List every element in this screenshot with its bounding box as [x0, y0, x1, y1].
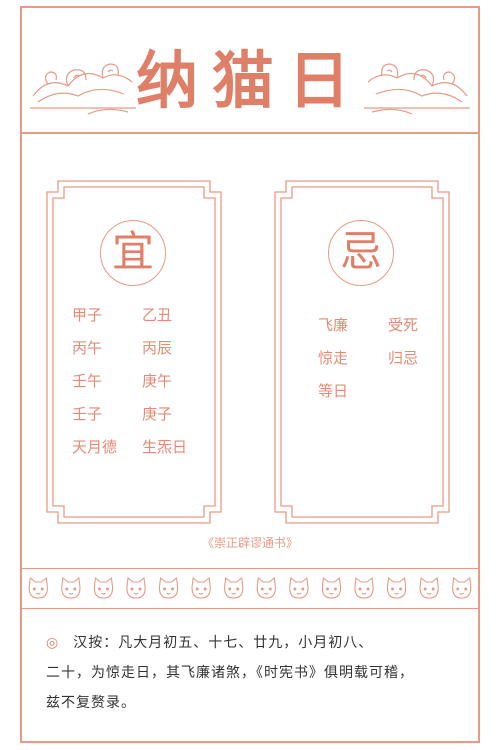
cat-face-icon — [28, 576, 48, 599]
ji-item: 等日 — [318, 382, 349, 400]
note-line: ◎ 汉按：凡大月初五、十七、廿九，小月初八、 — [46, 628, 462, 658]
cat-face-icon — [419, 576, 439, 599]
cat-face-icon — [61, 576, 81, 599]
title-divider — [22, 132, 478, 134]
yi-list: 甲子 乙丑 丙午 丙辰 壬午 庚午 壬子 庚子 天月德 生炁日 — [72, 304, 212, 457]
cat-face-icon — [452, 576, 472, 599]
ji-panel-frame — [274, 180, 450, 524]
yi-item: 壬子 — [72, 405, 103, 423]
note-line-text: 汉按：凡大月初五、十七、廿九，小月初八、 — [73, 635, 374, 651]
note-line: 二十，为惊走日，其飞廉诸煞，《时宪书》俱明载可稽， — [46, 665, 414, 681]
yi-panel-frame — [46, 180, 222, 524]
yi-seal: 宜 — [100, 220, 166, 286]
cat-face-strip — [28, 576, 472, 599]
cat-face-icon — [126, 576, 146, 599]
page-title: 纳猫日 — [135, 44, 364, 117]
ji-item: 惊走 — [318, 349, 349, 367]
cat-face-icon — [93, 576, 114, 599]
title-banner: 纳猫日 — [22, 8, 478, 132]
yi-item: 丙辰 — [142, 339, 173, 357]
cat-face-icon — [224, 576, 244, 599]
left-cloud-ornament — [30, 63, 136, 115]
yi-item: 乙丑 — [142, 306, 173, 324]
cat-face-icon — [158, 576, 179, 599]
source-citation: 《崇正辟谬通书》 — [201, 536, 298, 550]
yi-item: 生炁日 — [142, 438, 188, 456]
strip-bottom-rule — [22, 608, 478, 609]
circle-mark-icon: ◎ — [46, 635, 60, 651]
yi-item: 甲子 — [72, 306, 103, 324]
page-frame: 纳猫日 宜 甲子 乙丑 丙午 丙辰 壬午 庚午 壬子 庚子 天月德 生炁日 — [20, 6, 480, 743]
ji-seal: 忌 — [328, 220, 394, 286]
yi-item: 天月德 — [72, 438, 118, 456]
yi-item: 庚子 — [142, 405, 173, 423]
strip-top-rule — [22, 568, 478, 569]
yi-item: 壬午 — [72, 372, 103, 390]
cat-face-icon — [191, 576, 211, 599]
cat-face-icon — [289, 576, 309, 599]
ji-panel: 忌 飞廉 受死 惊走 归忌 等日 — [274, 180, 450, 524]
cat-face-icon — [256, 576, 276, 599]
cat-face-icon — [321, 576, 342, 599]
ji-list: 飞廉 受死 惊走 归忌 等日 — [318, 314, 458, 401]
cat-face-icon — [386, 576, 407, 599]
ji-item: 受死 — [388, 316, 419, 334]
commentary-note: ◎ 汉按：凡大月初五、十七、廿九，小月初八、 二十，为惊走日，其飞廉诸煞，《时宪书… — [46, 628, 462, 718]
ji-item: 归忌 — [388, 349, 419, 367]
note-line: 兹不复赘录。 — [46, 695, 136, 711]
ji-item: 飞廉 — [318, 316, 349, 334]
yi-item: 丙午 — [72, 339, 103, 357]
right-cloud-ornament — [364, 63, 470, 115]
yi-panel: 宜 甲子 乙丑 丙午 丙辰 壬午 庚午 壬子 庚子 天月德 生炁日 — [46, 180, 222, 524]
cat-face-icon — [354, 576, 374, 599]
yi-item: 庚午 — [142, 372, 173, 390]
